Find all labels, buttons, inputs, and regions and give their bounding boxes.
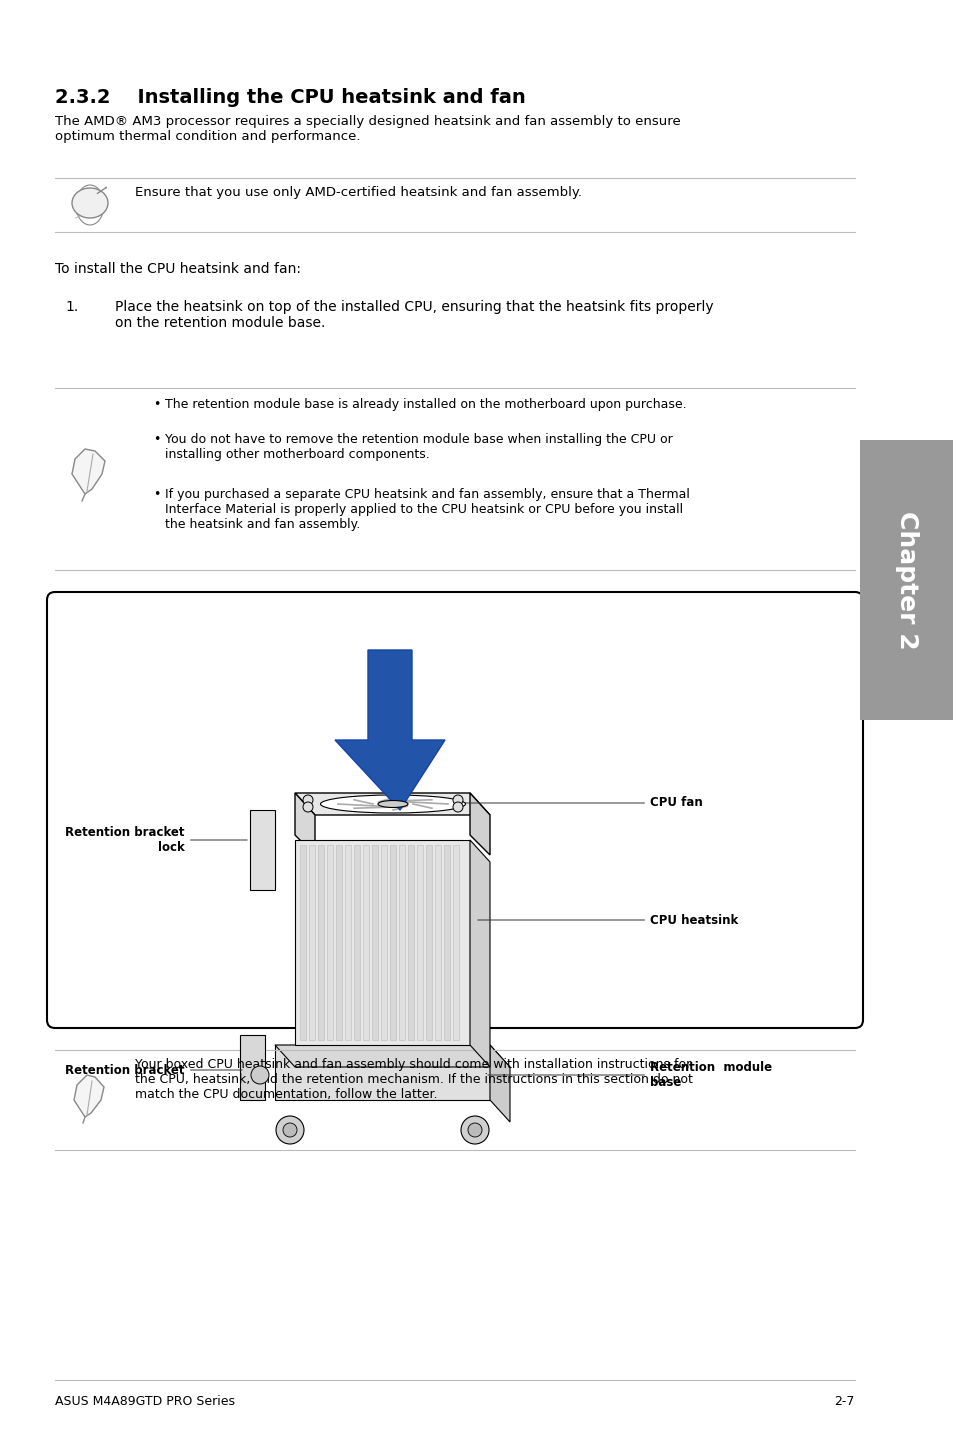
Bar (426, 846, 432, 1040)
Text: CPU fan: CPU fan (453, 797, 702, 810)
Text: Retention bracket
lock: Retention bracket lock (66, 825, 247, 854)
Ellipse shape (377, 801, 408, 808)
Bar (335, 846, 341, 1040)
Text: You do not have to remove the retention module base when installing the CPU or
i: You do not have to remove the retention … (165, 433, 672, 462)
Polygon shape (335, 650, 444, 810)
Ellipse shape (320, 795, 465, 812)
Bar (309, 846, 314, 1040)
Polygon shape (294, 840, 470, 1045)
Text: ASUS M4A89GTD PRO Series: ASUS M4A89GTD PRO Series (55, 1395, 234, 1408)
Text: The retention module base is already installed on the motherboard upon purchase.: The retention module base is already ins… (165, 398, 686, 411)
Bar (398, 846, 405, 1040)
Bar (416, 846, 422, 1040)
Bar (372, 846, 377, 1040)
Polygon shape (470, 840, 490, 1067)
Polygon shape (71, 449, 105, 495)
Circle shape (251, 1066, 269, 1084)
Circle shape (303, 802, 313, 812)
Text: Place the heatsink on top of the installed CPU, ensuring that the heatsink fits : Place the heatsink on top of the install… (115, 301, 713, 331)
Text: •: • (152, 487, 160, 500)
Polygon shape (274, 1045, 510, 1067)
Text: Your boxed CPU heatsink and fan assembly should come with installation instructi: Your boxed CPU heatsink and fan assembly… (135, 1058, 692, 1102)
Text: The AMD® AM3 processor requires a specially designed heatsink and fan assembly t: The AMD® AM3 processor requires a specia… (55, 115, 680, 142)
Bar (327, 846, 333, 1040)
Polygon shape (74, 1076, 104, 1117)
Bar (354, 846, 359, 1040)
Circle shape (303, 795, 313, 805)
Bar (299, 846, 306, 1040)
Text: 2-7: 2-7 (834, 1395, 854, 1408)
Polygon shape (294, 792, 314, 856)
Circle shape (460, 1116, 489, 1145)
Circle shape (468, 1123, 481, 1137)
Bar (408, 846, 414, 1040)
Polygon shape (240, 1035, 265, 1100)
Bar (345, 846, 351, 1040)
Bar (363, 846, 369, 1040)
FancyArrowPatch shape (97, 187, 107, 194)
Text: If you purchased a separate CPU heatsink and fan assembly, ensure that a Thermal: If you purchased a separate CPU heatsink… (165, 487, 689, 531)
Text: •: • (152, 398, 160, 411)
Polygon shape (274, 1045, 490, 1100)
Text: Retention bracket: Retention bracket (66, 1064, 242, 1077)
Text: 1.: 1. (65, 301, 78, 313)
Bar (435, 846, 440, 1040)
Text: To install the CPU heatsink and fan:: To install the CPU heatsink and fan: (55, 262, 301, 276)
Polygon shape (470, 792, 490, 856)
Circle shape (453, 802, 462, 812)
Bar (443, 846, 450, 1040)
Polygon shape (490, 1045, 510, 1122)
Polygon shape (294, 792, 490, 815)
Circle shape (453, 795, 462, 805)
Circle shape (275, 1116, 304, 1145)
Bar (859, 440, 953, 720)
Bar (453, 846, 458, 1040)
Bar (317, 846, 324, 1040)
Text: •: • (152, 433, 160, 446)
Polygon shape (250, 810, 274, 890)
Bar (380, 846, 387, 1040)
Bar (390, 846, 395, 1040)
Text: Chapter 2: Chapter 2 (894, 510, 918, 650)
Text: Ensure that you use only AMD-certified heatsink and fan assembly.: Ensure that you use only AMD-certified h… (135, 186, 581, 198)
Circle shape (283, 1123, 296, 1137)
Text: Retention  module
base: Retention module base (487, 1061, 771, 1089)
FancyBboxPatch shape (47, 592, 862, 1028)
Text: 2.3.2    Installing the CPU heatsink and fan: 2.3.2 Installing the CPU heatsink and fa… (55, 88, 525, 106)
Ellipse shape (71, 188, 108, 219)
Text: CPU heatsink: CPU heatsink (477, 913, 738, 926)
